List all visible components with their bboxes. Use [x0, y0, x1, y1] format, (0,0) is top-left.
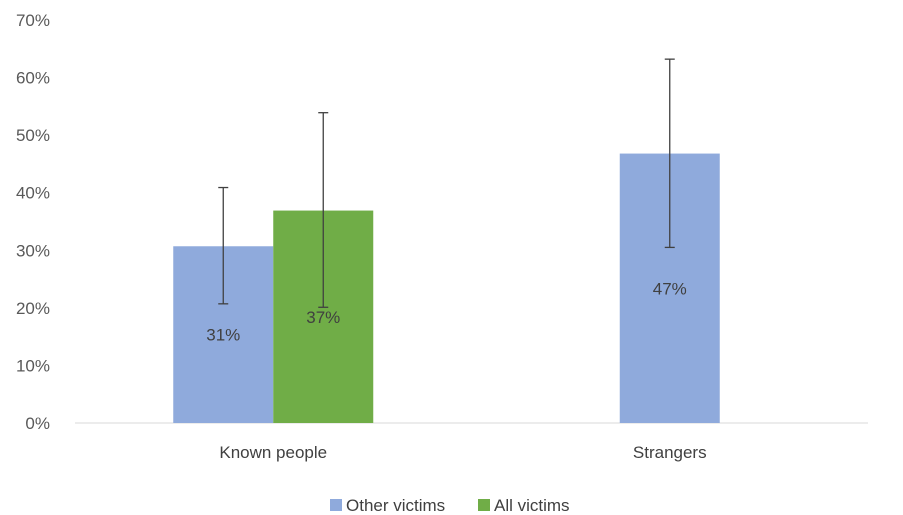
x-category-label: Known people	[219, 443, 327, 462]
bars	[173, 153, 720, 423]
data-label: 47%	[653, 279, 687, 298]
y-tick-label: 10%	[16, 356, 50, 375]
data-label: 31%	[206, 326, 240, 345]
y-tick-label: 60%	[16, 69, 50, 88]
legend-item[interactable]: Other victims	[330, 496, 445, 515]
data-labels: 31% 37% 47%	[206, 279, 687, 344]
y-tick-label: 40%	[16, 184, 50, 203]
legend-label: All victims	[494, 496, 570, 515]
y-tick-label: 50%	[16, 126, 50, 145]
error-bar	[318, 112, 329, 308]
data-label: 37%	[306, 308, 340, 327]
error-bar	[664, 58, 675, 249]
legend[interactable]: Other victims All victims	[330, 496, 570, 515]
x-axis: Known people Strangers	[219, 443, 706, 462]
legend-label: Other victims	[346, 496, 445, 515]
y-tick-label: 20%	[16, 299, 50, 318]
error-bars	[218, 58, 675, 308]
y-tick-label: 30%	[16, 241, 50, 260]
legend-swatch	[330, 499, 342, 511]
x-category-label: Strangers	[633, 443, 707, 462]
y-axis: 0% 10% 20% 30% 40% 50% 60% 70%	[16, 11, 50, 433]
y-tick-label: 70%	[16, 11, 50, 30]
legend-item[interactable]: All victims	[478, 496, 570, 515]
error-bar	[218, 186, 229, 305]
y-tick-label: 0%	[25, 414, 50, 433]
legend-swatch	[478, 499, 490, 511]
